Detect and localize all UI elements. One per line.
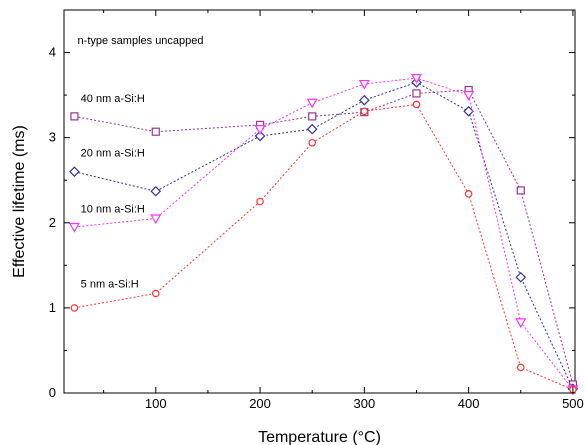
tick-layer: 100 200 300 400 500 0 1 2 3 4 <box>49 10 584 411</box>
annotation-label: 40 nm a-Si:H <box>81 93 145 105</box>
data-point-square <box>516 186 525 195</box>
x-axis-title: Temperature (°C) <box>258 429 381 445</box>
y-tick-label: 3 <box>49 130 56 145</box>
series-line <box>74 77 574 390</box>
data-point-triangle <box>358 79 370 90</box>
data-point-diamond <box>358 94 370 106</box>
y-axis-title: Effective lifetime (ms) <box>11 125 28 278</box>
series-square <box>70 85 578 389</box>
y-tick-label: 1 <box>49 300 56 315</box>
y-tick-label: 2 <box>49 215 56 230</box>
series-triangle-down <box>68 73 579 396</box>
annotation-layer: n-type samples uncapped 40 nm a-Si:H 20 nm… <box>78 35 204 290</box>
data-point-circle <box>360 107 369 116</box>
data-point-diamond <box>463 105 474 117</box>
data-point-diamond <box>515 271 527 283</box>
data-point-circle <box>151 289 160 298</box>
x-tick-label: 100 <box>145 396 167 411</box>
data-point-triangle <box>410 73 423 84</box>
data-point-circle <box>516 363 525 372</box>
annotation-label: n-type samples uncapped <box>78 35 204 47</box>
data-point-square <box>412 89 421 98</box>
annotation-label: 10 nm a-Si:H <box>81 204 145 216</box>
y-tick-label: 4 <box>49 45 56 60</box>
x-tick-label: 500 <box>562 396 584 411</box>
data-point-diamond <box>150 185 162 197</box>
data-point-circle <box>412 100 421 109</box>
series-line <box>74 81 574 389</box>
data-point-diamond <box>69 166 80 178</box>
data-point-circle <box>308 138 317 147</box>
data-point-circle <box>464 190 473 198</box>
y-tick-label: 0 <box>49 385 56 400</box>
series-circle <box>70 100 577 394</box>
data-point-diamond <box>306 123 318 135</box>
data-point-diamond <box>254 130 266 142</box>
data-point-circle <box>70 304 79 312</box>
plot-frame <box>63 9 576 394</box>
x-tick-label: 200 <box>249 396 271 411</box>
data-point-triangle <box>68 222 80 233</box>
annotation-label: 20 nm a-Si:H <box>81 147 145 159</box>
x-tick-label: 400 <box>458 396 480 411</box>
data-point-triangle <box>150 214 162 225</box>
plot-border <box>63 9 576 394</box>
data-point-circle <box>256 197 264 206</box>
x-tick-label: 300 <box>353 396 375 411</box>
data-point-square <box>70 112 79 121</box>
data-point-square <box>151 127 160 136</box>
data-point-triangle <box>306 98 318 109</box>
data-point-triangle <box>463 91 475 101</box>
data-point-triangle <box>515 318 527 329</box>
series-line <box>74 89 574 385</box>
data-point-square <box>308 112 317 121</box>
data-point-triangle <box>254 125 266 135</box>
series-layer <box>68 73 579 396</box>
annotation-label: 5 nm a-Si:H <box>81 278 139 290</box>
